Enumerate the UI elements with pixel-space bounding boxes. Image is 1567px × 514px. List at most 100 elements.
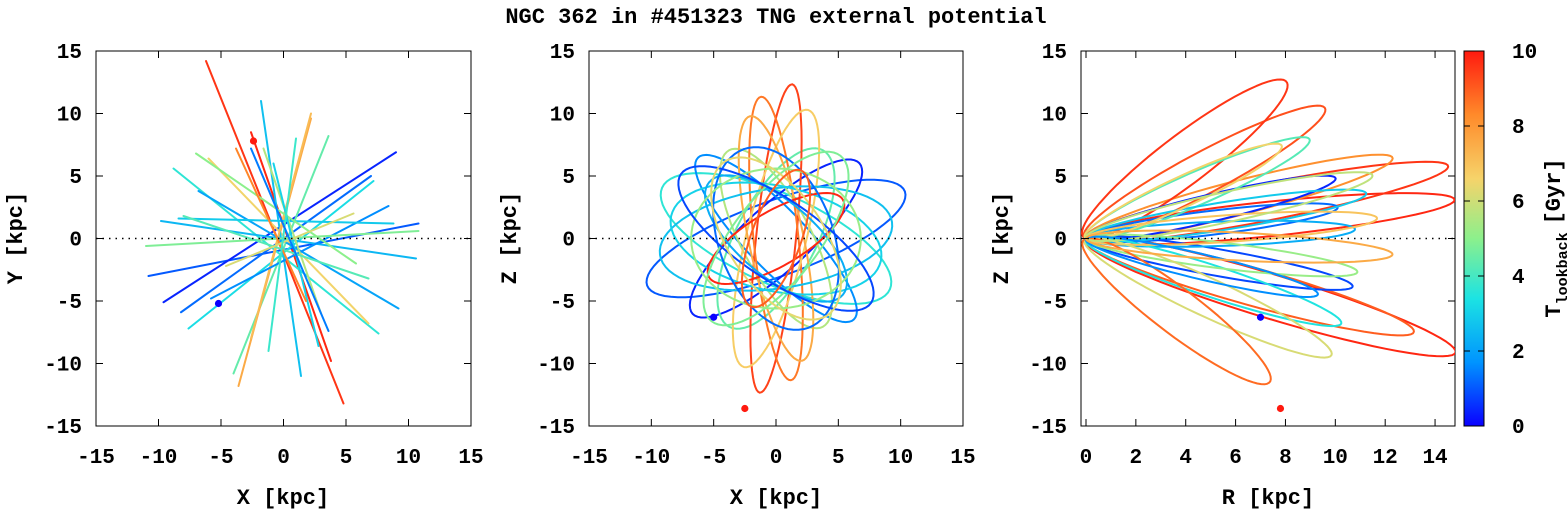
xy-x-tick-label: 5 <box>340 447 353 470</box>
xz-orbit-loop <box>677 165 875 312</box>
xz-orbit-loop <box>669 181 883 296</box>
xy-axes: -15 -10 -5 0 5 10 15 -15 -10 -5 0 5 10 15 <box>44 42 483 470</box>
xz-orbits <box>645 83 907 413</box>
xz-x-tick-label: -5 <box>701 447 726 470</box>
rz-x-tick-label: 6 <box>1229 447 1242 470</box>
colorbar: 0 2 4 6 8 10 Tlookback [Gyr] <box>1463 42 1567 440</box>
rz-x-tick-label: 14 <box>1422 447 1447 470</box>
xy-y-tick-label: 10 <box>57 105 82 128</box>
xz-y-tick-label: 15 <box>550 42 575 65</box>
xz-x-tick-label: 10 <box>888 447 913 470</box>
colorbar-tick-label: 2 <box>1512 342 1525 365</box>
xy-x-axis-label: X [kpc] <box>237 486 329 511</box>
rz-orbit-loop <box>1085 233 1359 278</box>
xy-y-tick-label: 5 <box>69 167 82 190</box>
colorbar-ticks: 0 2 4 6 8 10 <box>1464 42 1537 440</box>
xz-x-axis-label: X [kpc] <box>730 486 822 511</box>
xy-panel: -15 -10 -5 0 5 10 15 -15 -10 -5 0 5 10 15 X [kpc] Y [… <box>4 42 484 511</box>
rz-orbit-loop <box>1083 235 1455 358</box>
xz-orbit-loop <box>749 83 803 394</box>
colorbar-tick-label: 8 <box>1512 117 1525 140</box>
xz-position-marker <box>741 404 749 413</box>
colorbar-tick-label: 4 <box>1512 267 1525 290</box>
xz-orbit-loop <box>658 185 894 292</box>
colorbar-label-unit: [Gyr] <box>1542 158 1567 224</box>
xy-orbit-track <box>250 112 312 340</box>
xz-orbit-loop <box>694 153 858 324</box>
xz-y-tick-label: 5 <box>562 167 575 190</box>
rz-orbits <box>1081 78 1455 413</box>
rz-x-tick-label: 4 <box>1179 447 1192 470</box>
rz-position-marker <box>1256 313 1265 321</box>
figure-title: NGC 362 in #451323 TNG external potentia… <box>505 5 1046 30</box>
rz-x-tick-label: 8 <box>1279 447 1292 470</box>
xz-y-tick-label: 0 <box>562 230 575 253</box>
colorbar-label-main: T <box>1542 304 1567 317</box>
rz-position-marker <box>1276 404 1285 413</box>
rz-x-tick-label: 2 <box>1130 447 1143 470</box>
xy-y-tick-label: 15 <box>57 42 82 65</box>
xy-x-tick-label: 10 <box>396 447 421 470</box>
xz-orbit-loop <box>690 167 862 310</box>
xy-x-tick-label: 0 <box>277 447 290 470</box>
xz-x-tick-label: -15 <box>570 447 608 470</box>
rz-x-tick-label: 12 <box>1373 447 1398 470</box>
xz-y-tick-label: -10 <box>537 355 575 378</box>
xy-x-tick-label: 15 <box>458 447 483 470</box>
rz-orbit-loop <box>1084 171 1374 242</box>
colorbar-tick-label: 6 <box>1512 192 1525 215</box>
xy-orbits <box>145 60 420 405</box>
xy-position-marker <box>249 137 258 145</box>
rz-orbit-loop <box>1084 188 1368 243</box>
colorbar-label-subscript: lookback <box>1555 232 1567 304</box>
xz-y-tick-label: -15 <box>537 417 575 440</box>
xz-orbit-loop <box>716 147 836 330</box>
rz-axes: 0 2 4 6 8 10 12 14 -15 -10 -5 0 5 10 15 <box>1029 42 1455 470</box>
xz-orbit-loop <box>731 108 821 369</box>
xy-y-tick-label: -10 <box>44 355 82 378</box>
xy-orbit-track <box>235 147 307 302</box>
xz-orbit-loop <box>702 150 850 327</box>
xz-y-tick-label: -5 <box>550 292 575 315</box>
xz-x-tick-label: 15 <box>950 447 975 470</box>
xz-axes: -15 -10 -5 0 5 10 15 -15 -10 -5 0 5 10 15 <box>537 42 975 470</box>
xz-orbit-loop <box>748 95 804 382</box>
xy-y-axis-label: Y [kpc] <box>4 192 29 284</box>
rz-y-axis-label: Z [kpc] <box>990 192 1015 284</box>
xy-x-tick-label: -10 <box>140 447 178 470</box>
xy-y-tick-label: -5 <box>57 292 82 315</box>
xy-orbit-track <box>182 215 370 280</box>
xy-position-marker <box>214 299 223 308</box>
colorbar-label: Tlookback [Gyr] <box>1542 158 1567 317</box>
rz-y-tick-label: -5 <box>1042 292 1067 315</box>
xy-x-tick-label: -15 <box>77 447 115 470</box>
rz-y-tick-label: 0 <box>1054 230 1067 253</box>
rz-x-tick-label: 10 <box>1323 447 1348 470</box>
rz-y-tick-label: -10 <box>1029 355 1067 378</box>
rz-y-tick-label: 5 <box>1054 167 1067 190</box>
colorbar-tick-label: 0 <box>1512 417 1525 440</box>
colorbar-tick-label: 10 <box>1512 42 1537 65</box>
xz-plot-frame <box>588 50 964 427</box>
xz-orbit-loop <box>740 168 812 309</box>
rz-y-tick-label: 10 <box>1042 105 1067 128</box>
xy-y-tick-label: -15 <box>44 417 82 440</box>
colorbar-gradient <box>1463 50 1485 427</box>
xz-x-tick-label: -10 <box>632 447 670 470</box>
xz-x-tick-label: 0 <box>770 447 783 470</box>
rz-orbit-loop <box>1085 229 1394 264</box>
rz-orbit-loop <box>1085 219 1356 248</box>
xy-y-tick-label: 0 <box>69 230 82 253</box>
xy-orbit-track <box>267 137 297 352</box>
rz-y-tick-label: -15 <box>1029 417 1067 440</box>
rz-x-axis-label: R [kpc] <box>1222 486 1314 511</box>
xz-y-tick-label: 10 <box>550 105 575 128</box>
xz-panel: -15 -10 -5 0 5 10 15 -15 -10 -5 0 5 10 15 X [kpc] Z [… <box>498 42 976 511</box>
xz-y-axis-label: Z [kpc] <box>498 192 523 284</box>
rz-orbit-loop <box>1083 236 1333 359</box>
xy-orbit-track <box>262 147 322 315</box>
rz-orbit-loop <box>1084 235 1319 298</box>
rz-x-tick-label: 0 <box>1080 447 1093 470</box>
xz-orbit-loop <box>706 192 846 285</box>
